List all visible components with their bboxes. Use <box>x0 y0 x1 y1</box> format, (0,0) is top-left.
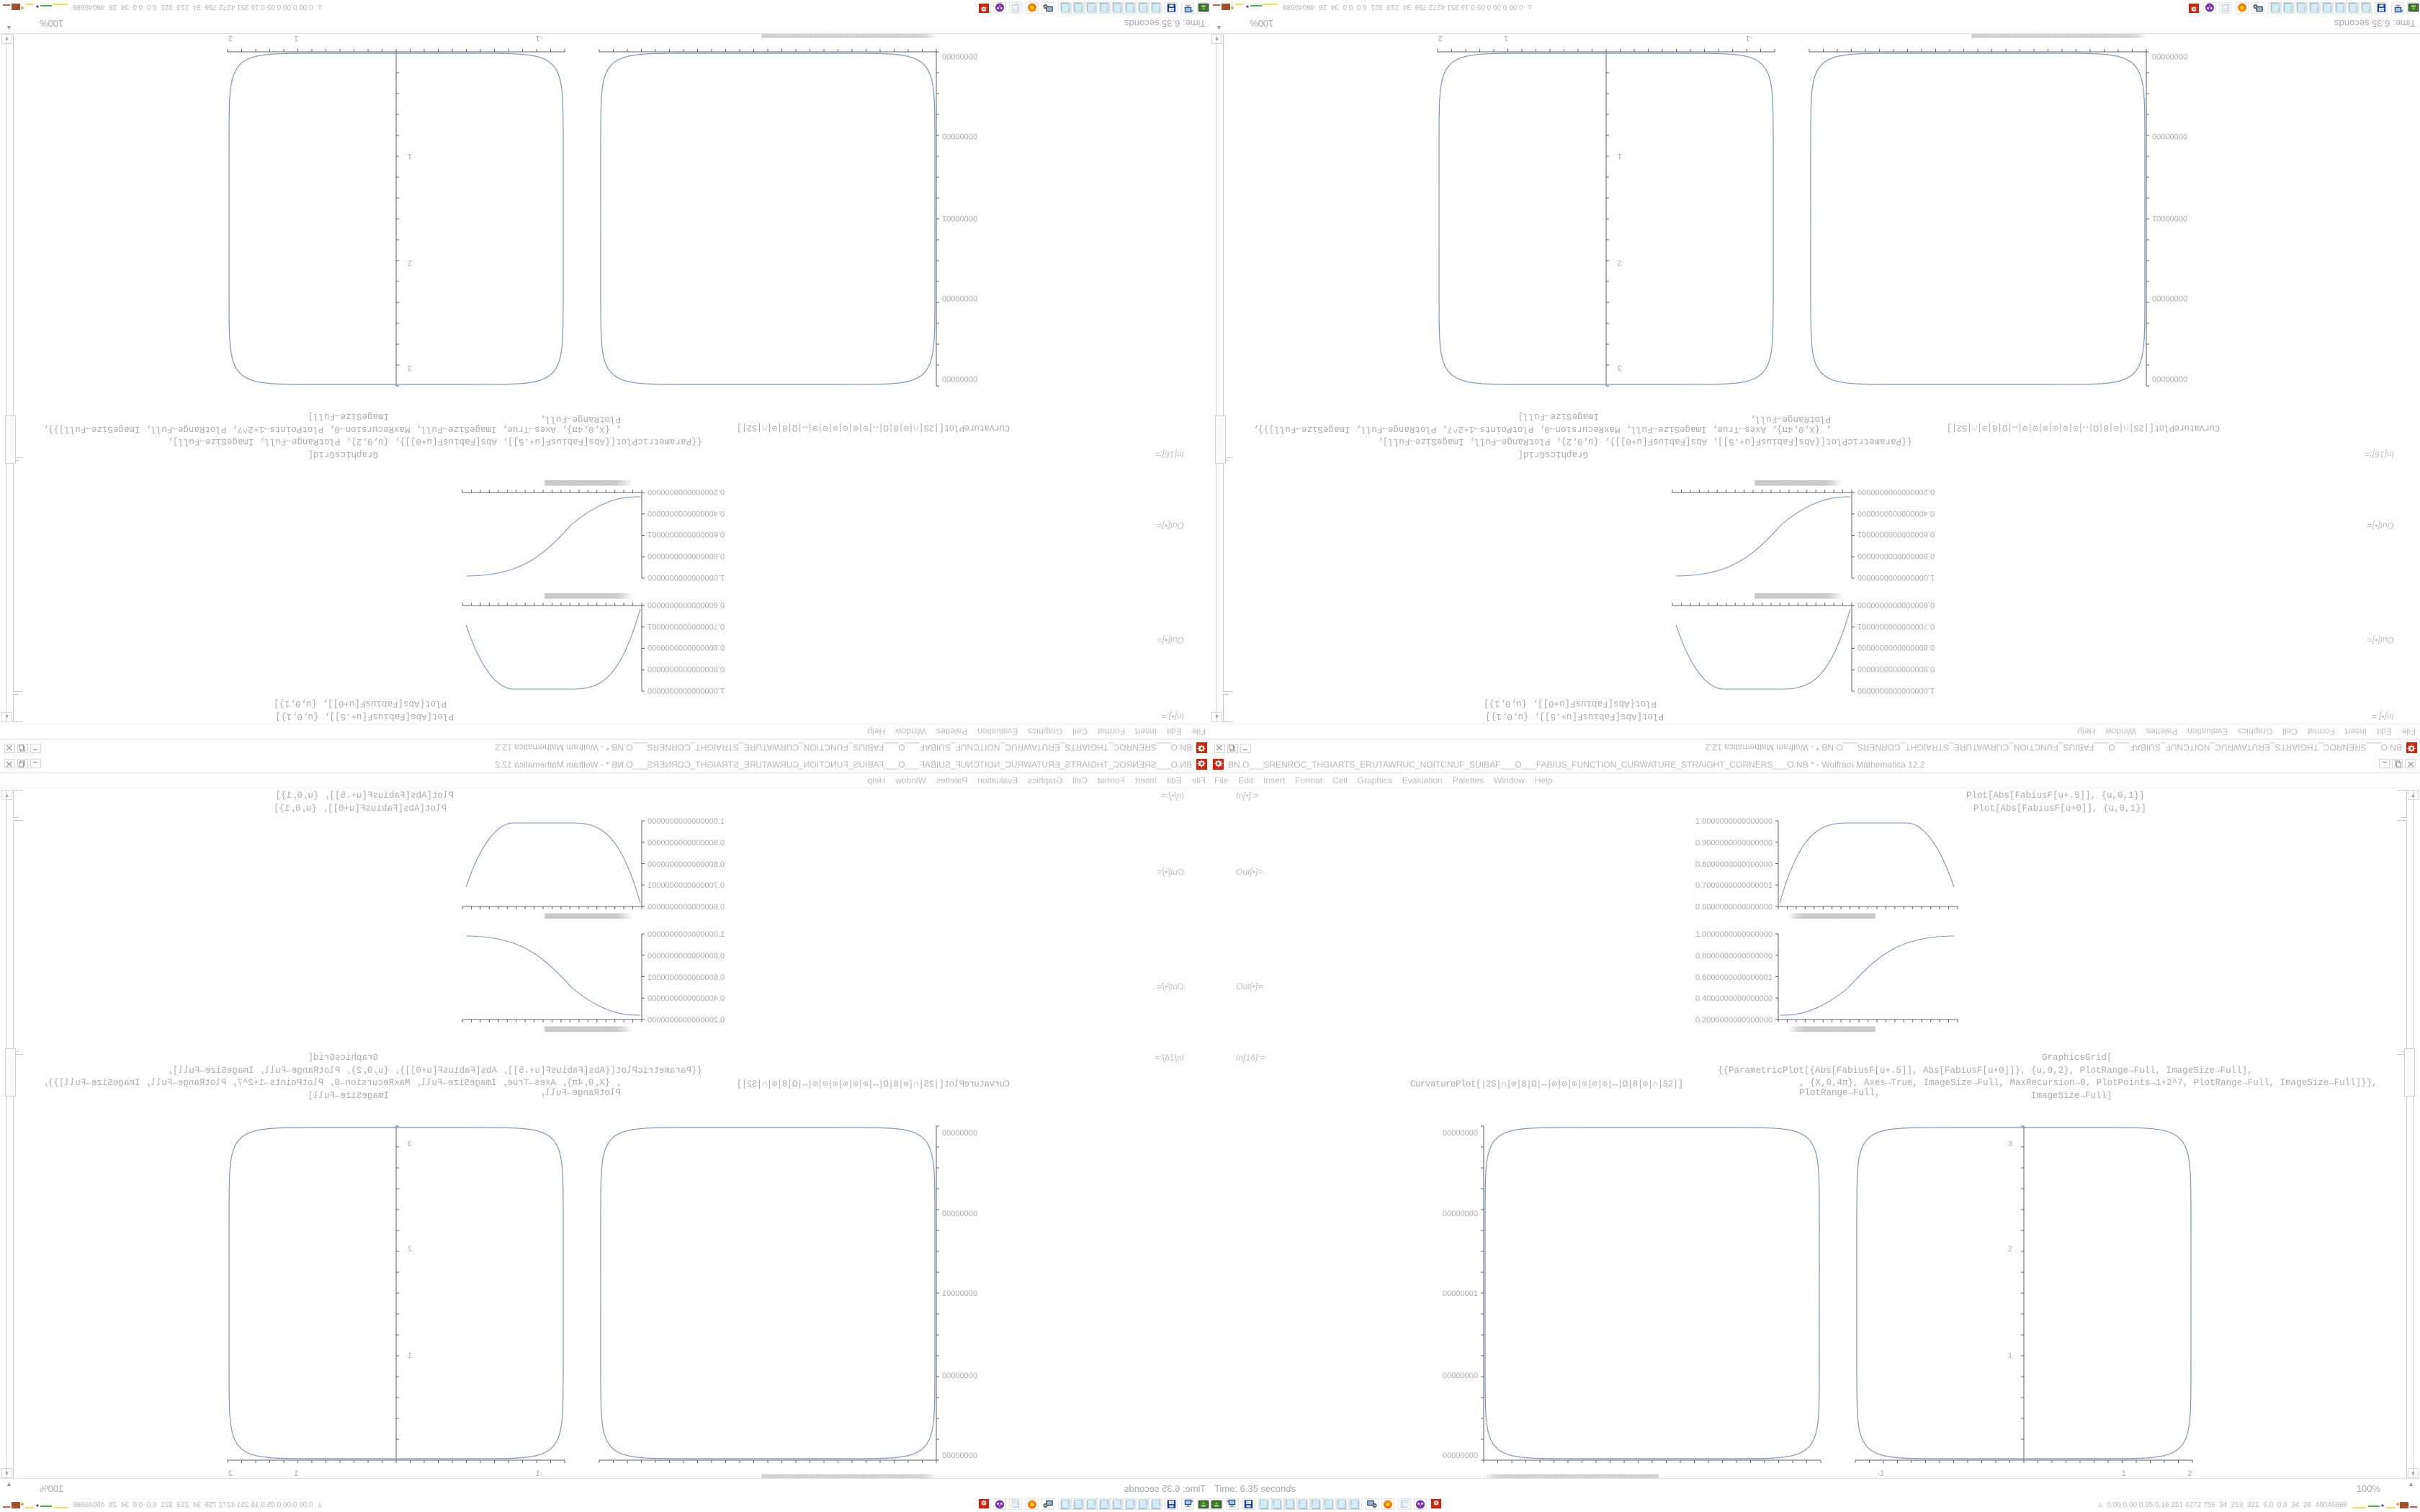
svg-text:64: 64 <box>1246 1500 1250 1504</box>
svg-text:64: 64 <box>2380 8 2384 12</box>
svg-text:64: 64 <box>1170 8 1174 12</box>
svg-text:64: 64 <box>1170 1500 1174 1504</box>
